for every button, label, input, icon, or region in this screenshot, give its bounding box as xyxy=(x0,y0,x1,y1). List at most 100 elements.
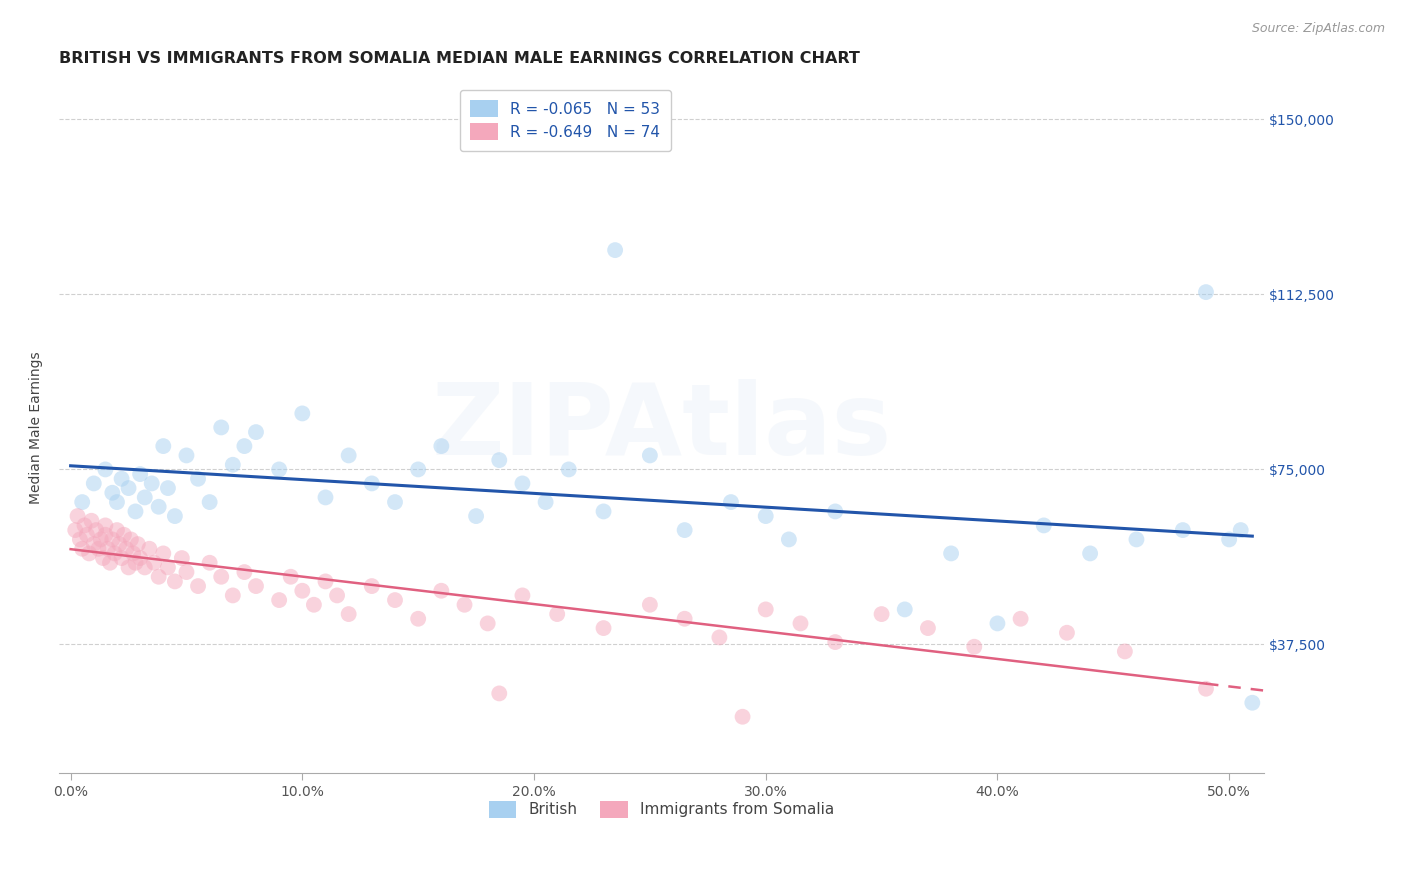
Point xyxy=(70,495,93,509)
Point xyxy=(453,598,475,612)
Point xyxy=(302,598,325,612)
Point xyxy=(755,509,778,524)
Point xyxy=(233,565,256,579)
Point xyxy=(326,589,349,603)
Point xyxy=(141,476,163,491)
Point xyxy=(870,607,893,621)
Point xyxy=(269,593,291,607)
Point xyxy=(152,439,174,453)
Point xyxy=(105,495,128,509)
Point xyxy=(117,481,139,495)
Point xyxy=(77,546,100,560)
Text: Source: ZipAtlas.com: Source: ZipAtlas.com xyxy=(1251,22,1385,36)
Point xyxy=(1229,523,1251,537)
Point xyxy=(1032,518,1054,533)
Point xyxy=(406,612,429,626)
Point xyxy=(731,710,754,724)
Point xyxy=(198,556,221,570)
Point xyxy=(673,523,696,537)
Point xyxy=(546,607,568,621)
Point xyxy=(209,420,232,434)
Point xyxy=(360,476,382,491)
Point xyxy=(430,439,453,453)
Point xyxy=(337,607,360,621)
Point xyxy=(65,523,87,537)
Point xyxy=(280,570,302,584)
Point xyxy=(80,514,103,528)
Point xyxy=(1218,533,1240,547)
Point xyxy=(1195,681,1218,696)
Point xyxy=(187,579,209,593)
Point xyxy=(148,570,170,584)
Point xyxy=(94,518,117,533)
Point xyxy=(1241,696,1264,710)
Point xyxy=(117,560,139,574)
Point xyxy=(488,686,510,700)
Point xyxy=(127,537,149,551)
Point xyxy=(406,462,429,476)
Point xyxy=(755,602,778,616)
Point xyxy=(233,439,256,453)
Point xyxy=(638,449,661,463)
Point xyxy=(122,546,145,560)
Point xyxy=(98,556,121,570)
Point xyxy=(134,491,156,505)
Point xyxy=(337,449,360,463)
Point xyxy=(893,602,915,616)
Point xyxy=(91,551,114,566)
Point xyxy=(170,551,193,566)
Point xyxy=(156,481,179,495)
Point xyxy=(939,546,962,560)
Point xyxy=(963,640,986,654)
Point xyxy=(143,556,166,570)
Point xyxy=(512,476,534,491)
Point xyxy=(110,472,132,486)
Point xyxy=(129,467,152,481)
Point xyxy=(152,546,174,560)
Point xyxy=(673,612,696,626)
Point xyxy=(112,528,135,542)
Point xyxy=(1114,644,1136,658)
Point xyxy=(124,504,146,518)
Point xyxy=(87,541,110,556)
Point xyxy=(592,504,614,518)
Point xyxy=(477,616,499,631)
Point xyxy=(1171,523,1194,537)
Point xyxy=(222,589,245,603)
Point xyxy=(917,621,939,635)
Point xyxy=(66,509,89,524)
Point xyxy=(465,509,488,524)
Point xyxy=(105,523,128,537)
Point xyxy=(1010,612,1032,626)
Point xyxy=(176,449,198,463)
Point xyxy=(789,616,811,631)
Point xyxy=(97,541,120,556)
Point xyxy=(488,453,510,467)
Point xyxy=(94,528,117,542)
Point xyxy=(1195,285,1218,299)
Point xyxy=(94,462,117,476)
Point xyxy=(69,533,91,547)
Point xyxy=(108,537,131,551)
Point xyxy=(291,406,314,420)
Point xyxy=(291,583,314,598)
Point xyxy=(512,589,534,603)
Point xyxy=(222,458,245,472)
Text: ZIPAtlas: ZIPAtlas xyxy=(432,379,891,476)
Point xyxy=(156,560,179,574)
Point xyxy=(315,574,337,589)
Point xyxy=(720,495,742,509)
Point xyxy=(315,491,337,505)
Point xyxy=(115,541,138,556)
Point xyxy=(592,621,614,635)
Point xyxy=(134,560,156,574)
Point xyxy=(824,504,846,518)
Point xyxy=(163,509,186,524)
Point xyxy=(245,579,267,593)
Point xyxy=(70,541,93,556)
Point xyxy=(101,533,124,547)
Point xyxy=(84,523,107,537)
Point xyxy=(778,533,800,547)
Point xyxy=(1078,546,1101,560)
Point xyxy=(198,495,221,509)
